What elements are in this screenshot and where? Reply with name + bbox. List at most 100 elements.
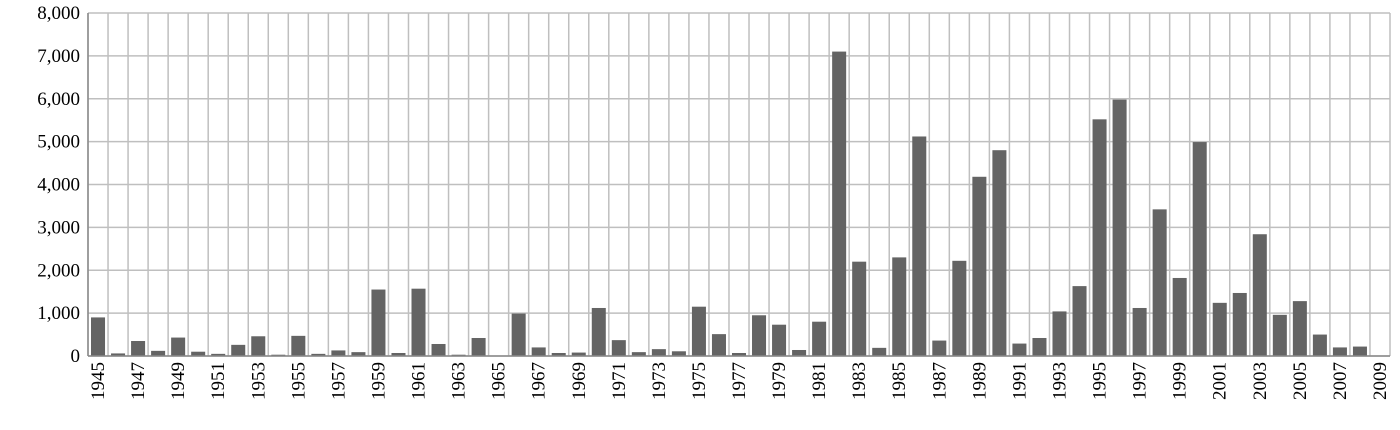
bar bbox=[1352, 346, 1367, 356]
y-tick-label: 8,000 bbox=[37, 3, 80, 24]
bar bbox=[1172, 277, 1187, 356]
x-tick-label: 1991 bbox=[1009, 362, 1030, 400]
bar bbox=[1152, 209, 1167, 356]
y-tick-label: 4,000 bbox=[37, 175, 80, 196]
bar bbox=[591, 307, 606, 356]
bar bbox=[1332, 347, 1347, 356]
x-tick-label: 1969 bbox=[569, 362, 590, 400]
bar bbox=[651, 349, 666, 356]
bar bbox=[731, 352, 747, 356]
x-tick-label: 1993 bbox=[1049, 362, 1070, 400]
x-tick-label: 1959 bbox=[368, 362, 389, 400]
x-tick-label: 1997 bbox=[1130, 362, 1151, 400]
bar bbox=[671, 351, 686, 356]
bar bbox=[772, 324, 787, 356]
bar bbox=[912, 136, 927, 356]
bar bbox=[531, 347, 546, 356]
bar bbox=[992, 150, 1007, 356]
bar bbox=[1192, 142, 1207, 356]
x-tick-label: 1963 bbox=[449, 362, 470, 400]
bar bbox=[431, 343, 446, 356]
x-tick-label: 2007 bbox=[1330, 362, 1351, 400]
x-tick-label: 1961 bbox=[409, 362, 430, 400]
bar bbox=[311, 353, 326, 356]
x-tick-label: 1947 bbox=[128, 362, 149, 400]
bar bbox=[711, 334, 726, 356]
x-tick-label: 1987 bbox=[929, 362, 950, 400]
y-tick-label: 7,000 bbox=[37, 46, 80, 67]
bar bbox=[1032, 337, 1047, 356]
bar bbox=[1292, 301, 1307, 356]
x-tick-label: 2009 bbox=[1370, 362, 1391, 400]
x-tick-label: 2003 bbox=[1250, 362, 1271, 400]
bar bbox=[291, 335, 306, 356]
y-tick-label: 5,000 bbox=[37, 132, 80, 153]
bar bbox=[551, 352, 566, 356]
x-tick-label: 1945 bbox=[88, 362, 109, 400]
bar bbox=[331, 350, 346, 356]
x-tick-label: 1975 bbox=[689, 362, 710, 400]
bar bbox=[91, 317, 106, 356]
bar bbox=[1272, 314, 1287, 356]
bar bbox=[171, 337, 186, 356]
bar bbox=[812, 321, 827, 356]
y-tick-label: 1,000 bbox=[37, 303, 80, 324]
bar bbox=[1232, 292, 1247, 356]
bar bbox=[1132, 307, 1147, 356]
bar bbox=[151, 350, 166, 356]
bar bbox=[752, 315, 767, 356]
x-tick-label: 1985 bbox=[889, 362, 910, 400]
bar bbox=[111, 353, 126, 356]
bar bbox=[231, 344, 246, 356]
x-tick-label: 1955 bbox=[288, 362, 309, 400]
bar bbox=[1312, 334, 1327, 356]
bar bbox=[131, 340, 146, 356]
x-tick-label: 1979 bbox=[769, 362, 790, 400]
bar bbox=[251, 336, 266, 356]
bar bbox=[972, 176, 987, 356]
bar bbox=[411, 288, 426, 356]
bar bbox=[511, 313, 526, 356]
x-tick-label: 1949 bbox=[168, 362, 189, 400]
bar bbox=[872, 347, 887, 356]
bar bbox=[371, 289, 386, 356]
x-tick-label: 1953 bbox=[248, 362, 269, 400]
bar bbox=[691, 306, 706, 356]
bar bbox=[952, 260, 967, 356]
bar bbox=[1212, 302, 1227, 356]
x-tick-label: 2005 bbox=[1290, 362, 1311, 400]
bar bbox=[391, 352, 406, 356]
bar bbox=[832, 51, 847, 357]
x-tick-label: 1957 bbox=[328, 362, 349, 400]
bar bbox=[611, 340, 626, 356]
bar bbox=[852, 261, 867, 356]
bar bbox=[1052, 311, 1067, 356]
bar bbox=[1072, 286, 1087, 356]
y-tick-label: 2,000 bbox=[37, 260, 80, 281]
bar bbox=[792, 349, 807, 356]
bar bbox=[631, 352, 646, 356]
x-tick-label: 1971 bbox=[609, 362, 630, 400]
x-tick-label: 1995 bbox=[1090, 362, 1111, 400]
x-tick-label: 1965 bbox=[489, 362, 510, 400]
bar bbox=[1092, 119, 1107, 356]
y-tick-label: 6,000 bbox=[37, 89, 80, 110]
bar bbox=[892, 257, 907, 356]
bar bbox=[1012, 343, 1027, 356]
bar bbox=[211, 353, 226, 356]
x-tick-label: 1973 bbox=[649, 362, 670, 400]
x-tick-label: 2001 bbox=[1210, 362, 1231, 400]
bar bbox=[932, 340, 947, 356]
x-tick-label: 1989 bbox=[969, 362, 990, 400]
x-tick-label: 1977 bbox=[729, 362, 750, 400]
bar bbox=[1112, 99, 1127, 357]
bar bbox=[351, 352, 366, 356]
x-tick-label: 1999 bbox=[1170, 362, 1191, 400]
bar bbox=[571, 352, 586, 356]
x-tick-label: 1983 bbox=[849, 362, 870, 400]
x-tick-label: 1981 bbox=[809, 362, 830, 400]
x-tick-label: 1967 bbox=[529, 362, 550, 400]
bar bbox=[471, 337, 486, 356]
x-tick-label: 1951 bbox=[208, 362, 229, 400]
